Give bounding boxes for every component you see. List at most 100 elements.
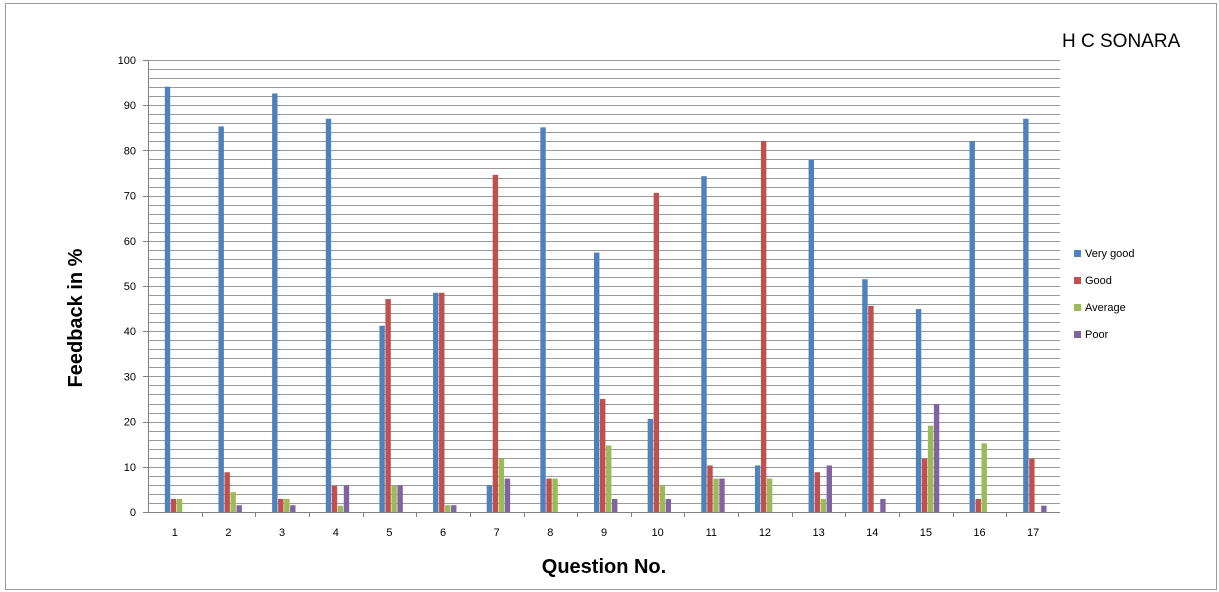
bar-poor bbox=[397, 485, 403, 512]
legend-swatch bbox=[1074, 331, 1081, 338]
bar-poor bbox=[290, 505, 296, 512]
y-tick-label: 50 bbox=[124, 281, 136, 293]
legend-swatch bbox=[1074, 250, 1081, 257]
bar-average bbox=[713, 478, 719, 512]
y-tick-label: 40 bbox=[124, 326, 136, 338]
bar-average bbox=[766, 478, 773, 512]
x-tick-labels: 1 2 3 4 5 6 7 8 9 10 11 12 13 14 15 16 17 bbox=[172, 512, 1039, 539]
bar-very-good bbox=[218, 126, 224, 512]
bar-poor bbox=[236, 505, 242, 512]
x-tick-label: 15 bbox=[920, 527, 932, 539]
bar-average bbox=[606, 445, 612, 512]
x-tick-label: 1 bbox=[172, 527, 178, 539]
legend: Very good Good Average Poor bbox=[1074, 248, 1135, 341]
x-tick-label: 7 bbox=[494, 527, 500, 539]
bar-good bbox=[385, 299, 391, 512]
bar-poor bbox=[933, 403, 940, 512]
x-tick-label: 6 bbox=[440, 527, 446, 539]
x-axis-label: Question No. bbox=[542, 556, 666, 578]
bar-good bbox=[224, 472, 230, 512]
legend-swatch bbox=[1074, 277, 1081, 284]
x-tick-label: 3 bbox=[279, 527, 285, 539]
bar-poor bbox=[504, 478, 511, 512]
y-tick-label: 70 bbox=[124, 191, 136, 203]
y-tick-label: 20 bbox=[124, 417, 136, 429]
x-tick-label: 10 bbox=[652, 527, 664, 539]
legend-entry: Poor bbox=[1085, 329, 1109, 341]
x-tick-label: 4 bbox=[333, 527, 339, 539]
x-tick-label: 13 bbox=[812, 527, 824, 539]
bars bbox=[164, 86, 1047, 513]
bar-good bbox=[975, 498, 981, 512]
bar-very-good bbox=[540, 127, 546, 513]
bar-average bbox=[927, 425, 934, 512]
bar-very-good bbox=[915, 309, 922, 512]
bar-good bbox=[868, 305, 874, 512]
x-tick-label: 9 bbox=[601, 527, 607, 539]
bar-good bbox=[653, 192, 660, 512]
bar-poor bbox=[719, 478, 725, 512]
bar-good bbox=[600, 399, 606, 512]
bar-average bbox=[659, 485, 666, 512]
y-tick-label: 10 bbox=[124, 462, 136, 474]
bar-very-good bbox=[272, 93, 278, 512]
bar-very-good bbox=[701, 176, 707, 512]
legend-entry: Good bbox=[1085, 275, 1112, 287]
x-tick-label: 17 bbox=[1027, 527, 1039, 539]
bar-very-good bbox=[164, 86, 171, 512]
bar-good bbox=[546, 478, 552, 512]
x-tick-label: 14 bbox=[866, 527, 878, 539]
bar-average bbox=[498, 458, 505, 512]
bar-poor bbox=[826, 465, 832, 512]
bar-poor bbox=[612, 498, 618, 512]
y-axis-label: Feedback in % bbox=[65, 248, 87, 387]
bar-very-good bbox=[808, 159, 814, 512]
bar-poor bbox=[665, 498, 672, 512]
bar-poor bbox=[1041, 505, 1047, 512]
bar-very-good bbox=[862, 279, 868, 512]
bar-poor bbox=[880, 498, 886, 512]
bar-very-good bbox=[1023, 118, 1029, 512]
x-tick-label: 16 bbox=[973, 527, 985, 539]
y-tick-label: 90 bbox=[124, 100, 136, 112]
bar-very-good bbox=[969, 140, 975, 512]
axes bbox=[148, 60, 1060, 513]
bar-very-good bbox=[754, 465, 761, 512]
bar-very-good bbox=[647, 418, 654, 512]
legend-swatch bbox=[1074, 304, 1081, 311]
bar-poor bbox=[343, 485, 350, 512]
bar-average bbox=[552, 478, 558, 512]
y-tick-label: 60 bbox=[124, 236, 136, 248]
legend-entry: Average bbox=[1085, 302, 1126, 314]
bar-good bbox=[439, 292, 445, 512]
bar-very-good bbox=[594, 252, 600, 512]
bar-good bbox=[278, 498, 284, 512]
bar-average bbox=[284, 498, 290, 512]
bar-good bbox=[331, 485, 338, 512]
bar-good bbox=[707, 465, 713, 512]
x-tick-label: 12 bbox=[759, 527, 771, 539]
bar-very-good bbox=[379, 325, 385, 512]
y-tick-label: 100 bbox=[118, 55, 136, 67]
bar-average bbox=[230, 492, 236, 512]
x-tick-label: 11 bbox=[706, 527, 717, 539]
bar-good bbox=[492, 174, 499, 513]
bar-average bbox=[337, 505, 344, 512]
bar-good bbox=[814, 472, 820, 512]
bar-good bbox=[1029, 458, 1035, 512]
bar-good bbox=[170, 498, 177, 512]
x-tick-label: 2 bbox=[225, 527, 231, 539]
bar-very-good bbox=[325, 118, 332, 512]
bar-average bbox=[176, 498, 183, 512]
x-tick-label: 8 bbox=[547, 527, 553, 539]
bar-very-good bbox=[433, 292, 439, 512]
bar-poor bbox=[451, 505, 457, 512]
bar-average bbox=[820, 498, 826, 512]
bar-average bbox=[981, 443, 987, 512]
y-tick-label: 80 bbox=[124, 145, 136, 157]
y-tick-label: 30 bbox=[124, 371, 136, 383]
bar-good bbox=[760, 140, 767, 512]
bar-average bbox=[445, 505, 451, 512]
y-tick-label: 0 bbox=[130, 507, 136, 519]
